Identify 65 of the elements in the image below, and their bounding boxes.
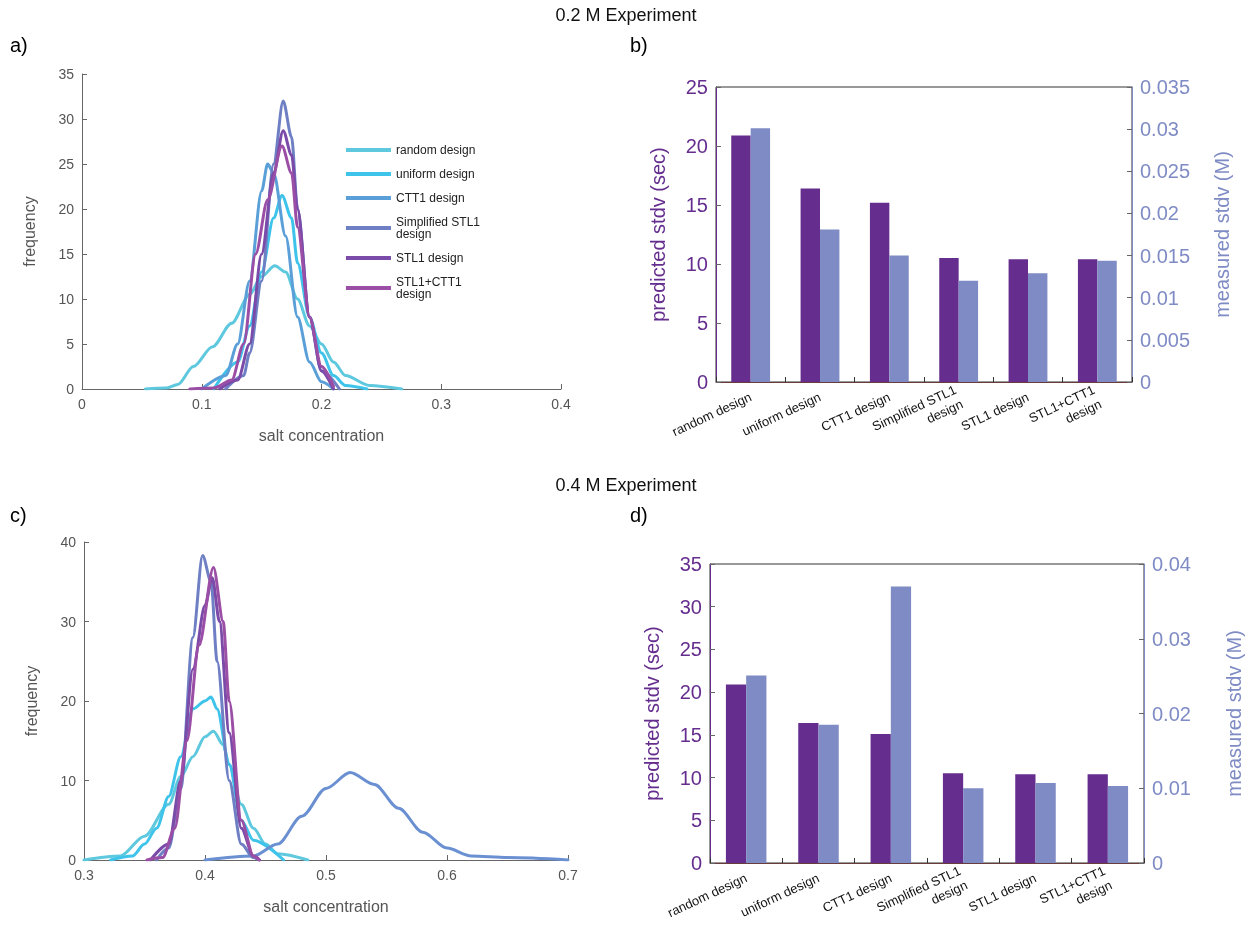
y-tick-label: 30 <box>60 613 77 630</box>
legend-label: Simplified STL1 design <box>395 215 481 241</box>
text: a) <box>10 34 28 56</box>
y-tick-label: 25 <box>685 76 708 98</box>
y2-tick-label: 0.015 <box>1140 244 1191 267</box>
y-tick-label: 15 <box>685 194 708 216</box>
y-tick-label: 20 <box>685 135 708 157</box>
x-tick-label: 0.3 <box>431 396 452 412</box>
y-axis-title: predicted stdv (sec) <box>641 626 663 801</box>
x-tick-label: 0.2 <box>311 396 332 412</box>
legend-label: STL1+CTT1 design <box>395 275 462 301</box>
y-axis-title: frequency <box>22 665 40 737</box>
legend-label: random design <box>395 143 476 157</box>
y-tick-label: 30 <box>679 595 702 618</box>
x-tick-label: 0.7 <box>558 867 578 883</box>
y-tick-label: 35 <box>679 553 702 575</box>
y-tick-label: 0 <box>68 852 77 868</box>
legend-label: uniform design <box>395 167 475 181</box>
y-tick-label: 25 <box>58 156 75 172</box>
y2-tick-label: 0.04 <box>1152 553 1191 575</box>
y-tick-label: 25 <box>679 638 702 661</box>
x-axis-title: salt concentration <box>258 426 385 444</box>
y-tick-label: 5 <box>690 809 702 832</box>
x-tick-label: 0.6 <box>437 867 457 883</box>
y2-tick-label: 0.03 <box>1152 627 1191 650</box>
y-tick-label: 5 <box>696 312 708 334</box>
y2-tick-label: 0.035 <box>1140 76 1191 98</box>
y2-tick-label: 0.02 <box>1140 202 1179 225</box>
legend-label: CTT1 design <box>395 191 465 205</box>
y-tick-label: 10 <box>685 253 708 275</box>
text: b) <box>630 34 648 56</box>
y-tick-label: 10 <box>60 772 77 789</box>
legend-label: STL1 design <box>395 251 464 265</box>
x-tick-label: 0 <box>78 396 87 412</box>
x-tick-label: 0.4 <box>551 396 571 412</box>
y-tick-label: 5 <box>66 336 75 352</box>
y-tick-label: 20 <box>58 201 75 217</box>
y2-tick-label: 0.01 <box>1140 286 1179 309</box>
y2-tick-label: 0.01 <box>1152 777 1191 800</box>
y2-axis-title: measured stdv (M) <box>1223 630 1245 797</box>
x-tick-label: 0.1 <box>192 396 212 412</box>
y2-axis-title: measured stdv (M) <box>1211 151 1233 318</box>
y-axis-title: predicted stdv (sec) <box>647 147 669 322</box>
y2-tick-label: 0.02 <box>1152 702 1191 725</box>
x-axis-title: salt concentration <box>263 897 389 915</box>
text: c) <box>10 504 27 526</box>
text: 0.2 M Experiment <box>554 5 698 26</box>
y-tick-label: 10 <box>58 291 75 307</box>
text: 0.4 M Experiment <box>554 475 698 496</box>
y2-tick-label: 0.025 <box>1140 160 1191 183</box>
x-tick-label: 0.5 <box>316 867 336 883</box>
y-tick-label: 15 <box>58 246 75 262</box>
x-tick-label: 0.4 <box>195 867 215 883</box>
x-tick-label: 0.3 <box>74 867 94 883</box>
y-tick-label: 10 <box>679 766 702 789</box>
y-tick-label: 20 <box>679 681 702 704</box>
y-tick-label: 35 <box>58 66 75 82</box>
y-tick-label: 15 <box>679 723 702 746</box>
text: d) <box>630 504 648 526</box>
y-axis-title: frequency <box>20 196 38 267</box>
y-tick-label: 20 <box>60 693 77 709</box>
y2-tick-label: 0.005 <box>1140 328 1191 351</box>
y-tick-label: 40 <box>60 534 77 550</box>
y-tick-label: 30 <box>58 111 75 127</box>
y2-tick-label: 0.03 <box>1140 118 1179 141</box>
